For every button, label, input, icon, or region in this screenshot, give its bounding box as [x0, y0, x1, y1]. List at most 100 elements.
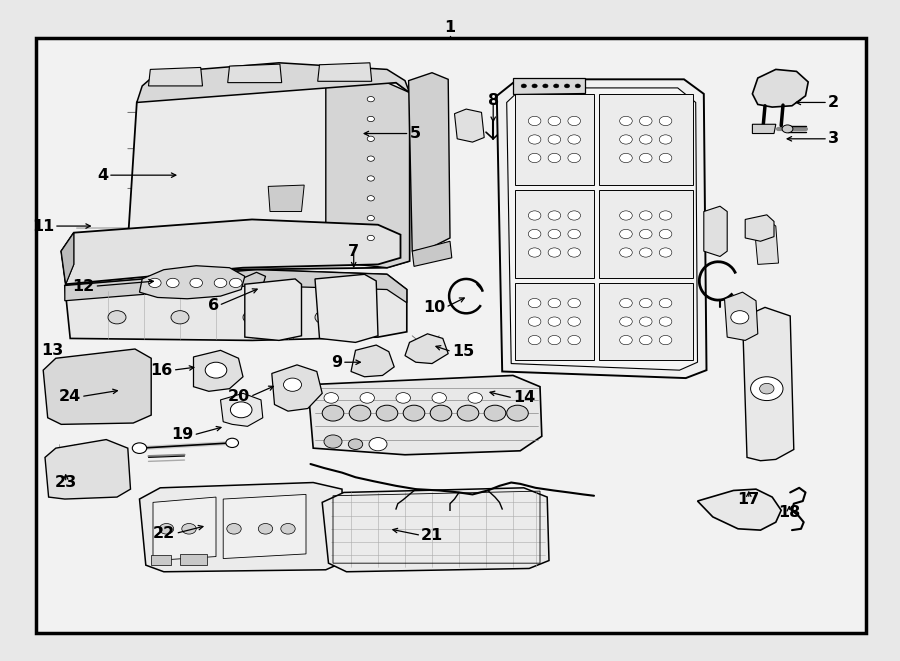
- Circle shape: [403, 405, 425, 421]
- Circle shape: [564, 84, 570, 88]
- Circle shape: [620, 229, 632, 239]
- Circle shape: [360, 393, 374, 403]
- Circle shape: [639, 248, 652, 257]
- Polygon shape: [515, 283, 594, 360]
- Circle shape: [367, 215, 374, 221]
- Circle shape: [108, 311, 126, 324]
- Text: 8: 8: [488, 93, 499, 108]
- Circle shape: [639, 211, 652, 220]
- Circle shape: [367, 196, 374, 201]
- Circle shape: [568, 299, 580, 308]
- Polygon shape: [61, 233, 74, 284]
- Text: 16: 16: [150, 363, 173, 377]
- Polygon shape: [140, 266, 245, 299]
- Circle shape: [760, 383, 774, 394]
- Text: 12: 12: [72, 279, 94, 293]
- Polygon shape: [598, 190, 693, 278]
- Circle shape: [430, 405, 452, 421]
- Circle shape: [660, 153, 671, 163]
- Circle shape: [660, 229, 671, 239]
- Polygon shape: [61, 219, 400, 284]
- Circle shape: [432, 393, 446, 403]
- Circle shape: [528, 135, 541, 144]
- Circle shape: [639, 116, 652, 126]
- Text: 15: 15: [452, 344, 474, 359]
- Polygon shape: [137, 63, 410, 102]
- Circle shape: [548, 229, 561, 239]
- Text: 1: 1: [445, 20, 455, 35]
- Text: 14: 14: [513, 391, 536, 405]
- Polygon shape: [742, 307, 794, 461]
- Circle shape: [620, 116, 632, 126]
- Text: 18: 18: [778, 505, 800, 520]
- Circle shape: [230, 402, 252, 418]
- Circle shape: [528, 116, 541, 126]
- Text: 17: 17: [738, 492, 760, 506]
- Polygon shape: [61, 233, 74, 284]
- Polygon shape: [752, 124, 776, 134]
- Circle shape: [367, 235, 374, 241]
- Circle shape: [226, 438, 239, 447]
- Circle shape: [548, 211, 561, 220]
- Circle shape: [528, 211, 541, 220]
- Circle shape: [214, 278, 227, 288]
- Polygon shape: [220, 393, 263, 426]
- Polygon shape: [513, 78, 585, 94]
- Circle shape: [660, 248, 671, 257]
- Polygon shape: [45, 440, 130, 499]
- Circle shape: [528, 248, 541, 257]
- Circle shape: [182, 524, 196, 534]
- Polygon shape: [515, 94, 594, 185]
- Circle shape: [367, 136, 374, 141]
- Circle shape: [620, 153, 632, 163]
- Circle shape: [349, 405, 371, 421]
- Circle shape: [367, 176, 374, 181]
- Circle shape: [554, 84, 559, 88]
- Text: 24: 24: [58, 389, 81, 404]
- Circle shape: [639, 229, 652, 239]
- Polygon shape: [454, 109, 484, 142]
- Circle shape: [660, 211, 671, 220]
- Polygon shape: [598, 94, 693, 185]
- Polygon shape: [153, 497, 216, 561]
- Polygon shape: [268, 185, 304, 212]
- Circle shape: [243, 311, 261, 324]
- Polygon shape: [351, 345, 394, 377]
- Polygon shape: [194, 350, 243, 391]
- Polygon shape: [704, 206, 727, 256]
- Circle shape: [258, 524, 273, 534]
- Text: 21: 21: [421, 528, 444, 543]
- Polygon shape: [126, 83, 410, 271]
- Circle shape: [132, 443, 147, 453]
- Circle shape: [568, 211, 580, 220]
- Circle shape: [528, 153, 541, 163]
- Text: 19: 19: [171, 428, 194, 442]
- Circle shape: [548, 135, 561, 144]
- Circle shape: [348, 439, 363, 449]
- Circle shape: [548, 336, 561, 345]
- Polygon shape: [507, 88, 698, 370]
- Circle shape: [548, 299, 561, 308]
- Circle shape: [568, 153, 580, 163]
- Circle shape: [543, 84, 548, 88]
- Polygon shape: [752, 69, 808, 107]
- Circle shape: [568, 116, 580, 126]
- Polygon shape: [272, 365, 322, 411]
- Circle shape: [284, 378, 302, 391]
- Text: 5: 5: [410, 126, 420, 141]
- Circle shape: [367, 97, 374, 102]
- Circle shape: [782, 125, 793, 133]
- Circle shape: [620, 299, 632, 308]
- Circle shape: [620, 248, 632, 257]
- Polygon shape: [180, 554, 207, 565]
- Circle shape: [568, 336, 580, 345]
- Circle shape: [620, 211, 632, 220]
- Polygon shape: [308, 375, 542, 455]
- Circle shape: [230, 278, 242, 288]
- Circle shape: [639, 336, 652, 345]
- Circle shape: [468, 393, 482, 403]
- Text: 10: 10: [423, 300, 446, 315]
- Polygon shape: [318, 63, 372, 81]
- Circle shape: [367, 156, 374, 161]
- Text: 7: 7: [348, 244, 359, 258]
